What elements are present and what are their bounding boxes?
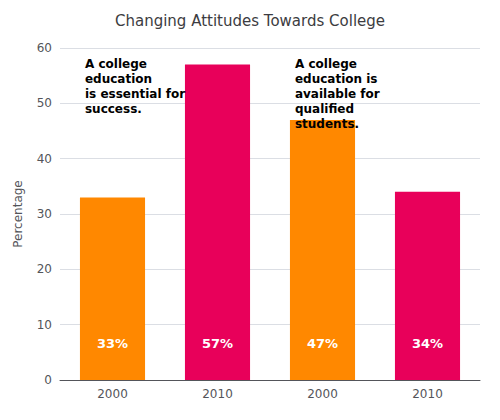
svg-text:Changing Attitudes Towards Col: Changing Attitudes Towards College bbox=[115, 12, 385, 30]
svg-text:57%: 57% bbox=[202, 336, 233, 351]
svg-text:students.: students. bbox=[295, 117, 359, 131]
svg-text:10: 10 bbox=[37, 318, 52, 332]
svg-text:Percentage: Percentage bbox=[11, 180, 25, 248]
svg-text:A college: A college bbox=[85, 57, 147, 71]
svg-text:60: 60 bbox=[37, 41, 52, 55]
svg-text:50: 50 bbox=[37, 96, 52, 110]
svg-text:30: 30 bbox=[37, 207, 52, 221]
svg-text:education is: education is bbox=[295, 72, 378, 86]
svg-text:education: education bbox=[85, 72, 152, 86]
svg-text:2000: 2000 bbox=[97, 387, 128, 401]
svg-text:success.: success. bbox=[85, 102, 142, 116]
svg-text:34%: 34% bbox=[412, 336, 443, 351]
svg-text:47%: 47% bbox=[307, 336, 338, 351]
svg-text:2000: 2000 bbox=[307, 387, 338, 401]
svg-text:40: 40 bbox=[37, 152, 52, 166]
svg-text:2010: 2010 bbox=[412, 387, 443, 401]
svg-text:qualified: qualified bbox=[295, 102, 354, 116]
svg-text:A college: A college bbox=[295, 57, 357, 71]
svg-text:20: 20 bbox=[37, 262, 52, 276]
svg-text:is essential for: is essential for bbox=[85, 87, 185, 101]
svg-text:2010: 2010 bbox=[202, 387, 233, 401]
svg-text:33%: 33% bbox=[97, 336, 128, 351]
svg-text:0: 0 bbox=[44, 373, 52, 387]
svg-text:available for: available for bbox=[295, 87, 380, 101]
